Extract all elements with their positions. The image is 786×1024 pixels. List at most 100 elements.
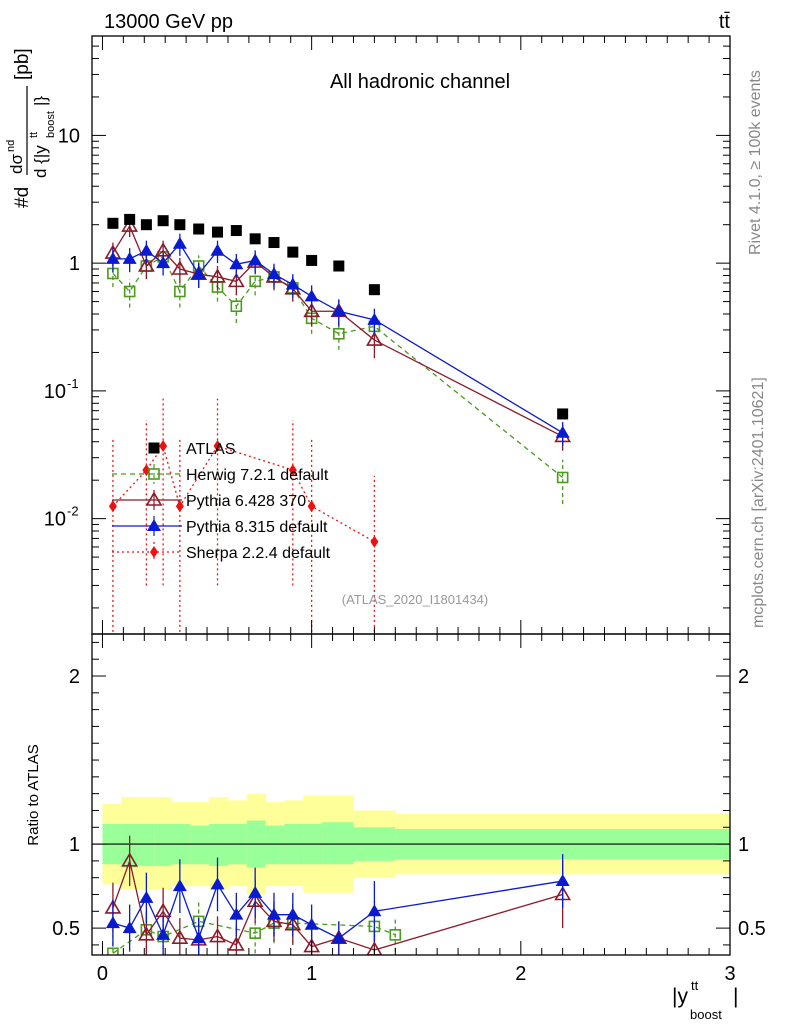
top-ytick-label: 10 xyxy=(44,509,66,531)
svg-text:tt: tt xyxy=(691,978,699,993)
top-point-herwig-7-2-1-default xyxy=(123,285,136,298)
ratio-point-pythia-8-315-default xyxy=(122,921,137,934)
uncertainty-band-inner xyxy=(209,823,229,866)
uncertainty-band-inner xyxy=(138,823,156,866)
top-point-atlas xyxy=(174,219,186,231)
xtick-label: 2 xyxy=(515,963,526,985)
ratio-frame xyxy=(91,633,731,956)
legend-entry: Sherpa 2.2.4 default xyxy=(112,542,331,562)
top-point-herwig-7-2-1-default xyxy=(174,285,186,298)
ratio-point-pythia-8-315-default xyxy=(210,877,225,890)
ratio-ytick-label-right: 0.5 xyxy=(738,918,766,940)
top-point-herwig-7-2-1-default xyxy=(249,275,261,288)
top-point-pythia-8-315-default xyxy=(210,243,225,256)
top-point-atlas xyxy=(333,260,345,272)
top-series-herwig-7-2-1-default xyxy=(107,246,569,505)
top-point-pythia-8-315-default xyxy=(248,253,263,266)
legend-entry: Pythia 6.428 370 xyxy=(112,490,306,510)
xtick-label: 0 xyxy=(97,963,108,985)
x-axis-label: |y tt boost | xyxy=(672,978,738,1022)
legend-marker xyxy=(148,442,160,454)
top-point-atlas xyxy=(557,408,569,420)
ratio-point-herwig-7-2-1-default xyxy=(249,927,261,939)
top-point-pythia-8-315-default xyxy=(139,243,154,256)
top-point-pythia-8-315-default xyxy=(266,267,281,280)
uncertainty-band-inner xyxy=(265,825,285,865)
top-point-atlas xyxy=(287,246,299,258)
ratio-ytick-label-right: 2 xyxy=(738,666,749,688)
top-line-sherpa-2-2-4-default xyxy=(112,444,375,543)
xtick-label: 1 xyxy=(306,963,317,985)
ratio-y-axis-label: Ratio to ATLAS xyxy=(25,744,42,845)
svg-text:boost: boost xyxy=(45,111,57,138)
svg-text:tt: tt xyxy=(28,132,40,138)
top-point-sherpa-2-2-4-default xyxy=(159,440,168,453)
ratio-point-pythia-8-315-default xyxy=(367,904,382,917)
top-line-pythia-6-428-370 xyxy=(112,224,563,438)
ratio-point-pythia-6-428-370 xyxy=(171,929,189,944)
top-point-atlas xyxy=(306,254,318,266)
rivet-version-label: Rivet 4.1.0, ≥ 100k events xyxy=(747,70,764,255)
uncertainty-band-inner xyxy=(154,823,172,866)
top-point-atlas xyxy=(140,219,152,231)
top-point-sherpa-2-2-4-default xyxy=(213,440,222,453)
header-process-label: tt̄ xyxy=(719,11,731,33)
top-point-pythia-6-428-370 xyxy=(137,257,155,272)
top-point-pythia-6-428-370 xyxy=(209,268,226,283)
ratio-point-pythia-8-315-default xyxy=(285,907,300,920)
top-series-pythia-8-315-default xyxy=(105,233,570,447)
uncertainty-band-inner xyxy=(322,822,354,865)
legend-label: ATLAS xyxy=(186,441,236,458)
top-ytick-label: 10 xyxy=(44,381,66,403)
legend-label: Herwig 7.2.1 default xyxy=(186,467,329,484)
legend-entry: Herwig 7.2.1 default xyxy=(112,464,329,484)
ratio-point-pythia-8-315-default xyxy=(229,907,244,920)
top-ytick-label-exponent: -1 xyxy=(67,376,79,391)
top-point-sherpa-2-2-4-default xyxy=(307,500,316,513)
xtick-label: 3 xyxy=(724,963,735,985)
svg-text:dσ: dσ xyxy=(7,154,26,174)
top-point-atlas xyxy=(124,213,136,225)
svg-text:|: | xyxy=(733,985,738,1008)
top-point-pythia-8-315-default xyxy=(191,267,206,280)
top-point-atlas xyxy=(193,223,205,235)
ratio-point-pythia-8-315-default xyxy=(555,874,570,887)
chart-title: All hadronic channel xyxy=(330,71,510,93)
ratio-point-pythia-8-315-default xyxy=(139,890,154,903)
uncertainty-band-inner xyxy=(190,825,210,865)
ratio-panel: 0.5 0.5 1 1 2 2 0 1 2 3 xyxy=(52,633,766,985)
top-ytick-label: 10 xyxy=(58,125,80,147)
top-point-atlas xyxy=(107,217,119,229)
top-point-atlas xyxy=(212,226,224,238)
top-point-herwig-7-2-1-default xyxy=(230,300,243,313)
ratio-point-pythia-8-315-default xyxy=(191,931,206,944)
top-point-pythia-8-315-default xyxy=(367,312,382,325)
ratio-point-pythia-6-428-370 xyxy=(121,852,139,867)
legend-entry: ATLAS xyxy=(148,441,236,458)
svg-text:|}: |} xyxy=(31,96,50,106)
svg-text:nd: nd xyxy=(5,140,17,152)
top-ytick-label: 1 xyxy=(69,253,80,275)
ratio-point-pythia-8-315-default xyxy=(156,927,171,940)
top-point-pythia-8-315-default xyxy=(229,257,244,270)
ratio-ytick-label: 2 xyxy=(69,666,80,688)
top-point-pythia-6-428-370 xyxy=(366,331,383,346)
legend-label: Pythia 8.315 default xyxy=(186,519,328,536)
ratio-point-pythia-8-315-default xyxy=(331,931,346,944)
top-point-pythia-8-315-default xyxy=(105,251,120,264)
svg-text:#d: #d xyxy=(12,187,33,208)
top-series-atlas xyxy=(107,213,569,420)
legend-marker xyxy=(145,491,163,506)
ratio-point-herwig-7-2-1-default xyxy=(107,947,119,955)
legend-label: Pythia 6.428 370 xyxy=(186,493,306,510)
top-point-sherpa-2-2-4-default xyxy=(175,500,184,513)
legend-marker xyxy=(150,546,158,558)
top-ytick-label-exponent: -2 xyxy=(67,504,79,519)
top-point-herwig-7-2-1-default xyxy=(333,327,345,340)
top-point-sherpa-2-2-4-default xyxy=(288,464,297,477)
top-point-pythia-6-428-370 xyxy=(171,260,189,275)
legend-marker xyxy=(148,468,160,480)
top-point-atlas xyxy=(368,284,380,296)
